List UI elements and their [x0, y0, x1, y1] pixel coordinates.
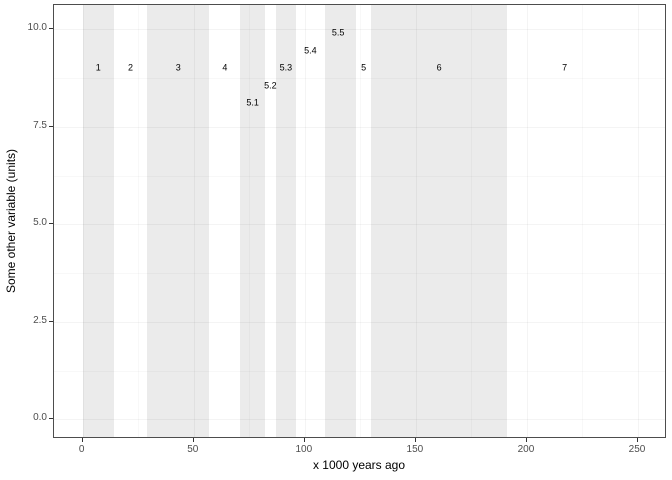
x-major-gridline	[638, 5, 639, 437]
y-major-gridline	[54, 224, 665, 226]
mis-band-5.5	[324, 5, 356, 437]
x-tick	[637, 438, 638, 442]
stage-label-1: 1	[95, 62, 101, 73]
y-minor-gridline	[54, 371, 665, 372]
y-major-gridline	[54, 419, 665, 421]
x-tick	[303, 438, 305, 442]
x-tick-label: 0	[78, 444, 85, 455]
x-minor-gridline	[249, 5, 250, 437]
x-major-gridline	[82, 5, 84, 437]
y-major-gridline	[54, 321, 665, 323]
x-tick-label: 150	[406, 444, 424, 455]
y-major-gridline	[54, 29, 665, 31]
y-tick-label: 10.0	[27, 22, 47, 34]
y-tick	[49, 320, 53, 322]
stage-label-5.1: 5.1	[246, 97, 259, 108]
stage-label-5.2: 5.2	[264, 80, 277, 91]
stage-label-2: 2	[127, 62, 133, 73]
x-minor-gridline	[471, 5, 472, 437]
mis-band-5.3	[275, 5, 296, 437]
y-tick	[49, 28, 53, 30]
mis-band-6	[371, 5, 507, 437]
mis-band-1	[82, 5, 114, 437]
x-major-gridline	[415, 5, 417, 437]
x-minor-gridline	[582, 5, 583, 437]
stage-label-6: 6	[436, 62, 442, 73]
x-tick	[192, 438, 194, 442]
x-tick	[525, 438, 527, 442]
x-tick-label: 250	[628, 444, 646, 455]
stage-label-3: 3	[175, 62, 181, 73]
x-tick-label: 50	[187, 444, 199, 455]
stage-label-5.4: 5.4	[304, 45, 317, 56]
x-tick	[81, 438, 83, 442]
y-tick-label: 0.0	[33, 412, 47, 424]
stage-label-4: 4	[222, 62, 228, 73]
stage-label-5: 5	[361, 62, 367, 73]
mis-band-3	[147, 5, 210, 437]
x-tick	[414, 438, 416, 442]
y-major-gridline	[54, 126, 665, 128]
x-tick-label: 200	[517, 444, 535, 455]
x-axis-title: x 1000 years ago	[312, 458, 406, 472]
x-tick-label: 100	[295, 444, 313, 455]
x-major-gridline	[193, 5, 195, 437]
y-tick	[49, 223, 53, 225]
y-minor-gridline	[54, 176, 665, 177]
mis-band-5.1	[240, 5, 265, 437]
stage-label-5.3: 5.3	[279, 62, 293, 73]
y-tick-label: 7.5	[33, 119, 47, 131]
stage-label-7: 7	[562, 62, 568, 73]
x-major-gridline	[526, 5, 528, 437]
y-minor-gridline	[54, 273, 665, 274]
y-tick-label: 2.5	[33, 314, 47, 326]
y-tick	[49, 125, 53, 127]
plot-panel: 1 2 3 4 5.1 5.2 5.3 5.4 5.5 5 6 7	[53, 4, 666, 438]
y-axis-title: Some other variable (units)	[4, 148, 18, 294]
y-tick-label: 5.0	[33, 217, 47, 229]
stage-label-5.5: 5.5	[331, 27, 345, 38]
x-major-gridline	[304, 5, 306, 437]
y-minor-gridline	[54, 78, 665, 79]
y-tick	[49, 418, 53, 420]
x-minor-gridline	[138, 5, 139, 437]
